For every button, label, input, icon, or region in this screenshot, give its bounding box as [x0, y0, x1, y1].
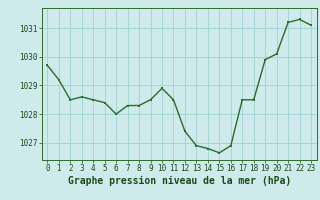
X-axis label: Graphe pression niveau de la mer (hPa): Graphe pression niveau de la mer (hPa): [68, 176, 291, 186]
